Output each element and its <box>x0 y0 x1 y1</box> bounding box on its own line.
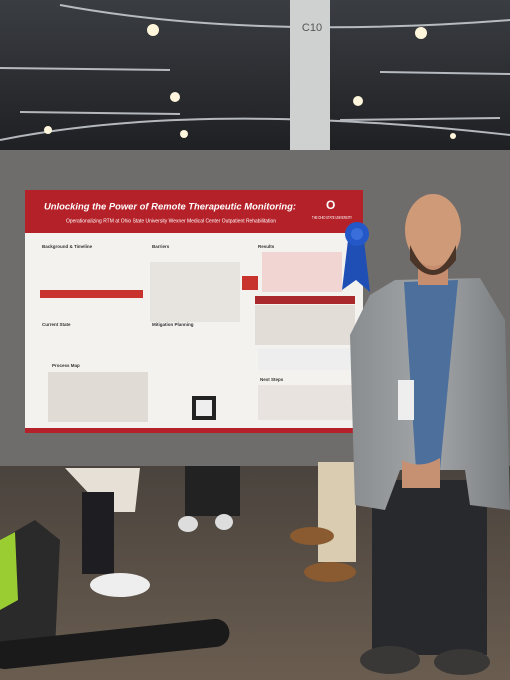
ceiling-lights <box>0 4 510 141</box>
poster-sections: Background & Timeline Barriers Results C… <box>42 244 284 382</box>
pillar <box>290 0 330 150</box>
poster-logo: THE OHIO STATE UNIVERSITY <box>312 215 352 220</box>
spotlights <box>44 24 456 139</box>
section-heading: Barriers <box>152 244 170 249</box>
poster-subtitle: Operationalizing RTM at Ohio State Unive… <box>66 218 276 224</box>
booth-sign: C10 <box>302 22 322 34</box>
section-heading: Results <box>258 244 275 249</box>
section-heading: Current State <box>42 322 71 327</box>
section-heading: Process Map <box>52 363 80 368</box>
presenter <box>350 194 510 675</box>
section-heading: Background & Timeline <box>42 244 93 249</box>
section-heading: Mitigation Planning <box>152 322 194 327</box>
poster-title: Unlocking the Power of Remote Therapeuti… <box>44 202 296 213</box>
ceiling <box>0 0 510 155</box>
poster-header <box>25 190 363 233</box>
logo-mark: O <box>326 198 335 212</box>
award-ribbon <box>342 222 370 292</box>
poster-content <box>40 252 355 422</box>
background-people <box>0 462 356 670</box>
poster-footer <box>25 428 363 433</box>
section-heading: Next Steps <box>260 377 284 382</box>
